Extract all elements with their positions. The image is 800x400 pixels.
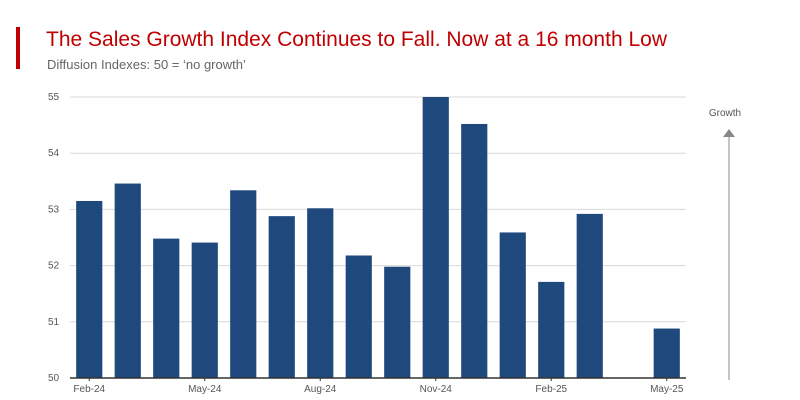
x-tick-label: Feb-25 — [535, 384, 567, 395]
bar-Oct-24 — [384, 266, 411, 378]
y-tick-label: 51 — [48, 317, 60, 328]
y-tick-label: 55 — [48, 92, 60, 103]
y-tick-label: 52 — [48, 261, 60, 272]
bar-Sep-24 — [345, 255, 372, 378]
y-tick-label: 50 — [48, 373, 60, 384]
bars — [76, 97, 680, 378]
bar-Jan-25 — [499, 232, 526, 378]
x-tick-label: Feb-24 — [73, 384, 105, 395]
x-axis-ticks: Feb-24 May-24 Aug-24 Nov-24 Feb-25 May-25 — [73, 378, 684, 395]
growth-arrow-label: Growth — [709, 108, 741, 119]
bar-Feb-25 — [538, 281, 565, 378]
bar-Jun-24 — [230, 190, 257, 378]
bar-Feb-24 — [76, 200, 103, 378]
x-tick-label: May-25 — [650, 384, 684, 395]
chart-subtitle: Diffusion Indexes: 50 = ‘no growth’ — [47, 57, 246, 72]
chart-title: The Sales Growth Index Continues to Fall… — [46, 28, 667, 51]
bar-Apr-24 — [153, 238, 180, 378]
y-tick-label: 53 — [48, 204, 60, 215]
bar-Mar-24 — [114, 183, 141, 378]
x-tick-label: Nov-24 — [420, 384, 453, 395]
x-tick-label: Aug-24 — [304, 384, 337, 395]
bar-Jul-24 — [268, 216, 295, 378]
bar-May-25 — [653, 328, 680, 378]
title-accent-bar — [16, 27, 20, 69]
bar-Dec-24 — [461, 123, 488, 378]
bar-Mar-25 — [576, 213, 603, 378]
y-axis-ticks: 50 51 52 53 54 55 — [48, 92, 60, 384]
bar-May-24 — [191, 242, 218, 378]
growth-arrow-icon — [723, 129, 735, 137]
x-tick-label: May-24 — [188, 384, 222, 395]
y-tick-label: 54 — [48, 148, 60, 159]
bar-Aug-24 — [307, 208, 334, 378]
bar-Nov-24 — [422, 97, 449, 378]
